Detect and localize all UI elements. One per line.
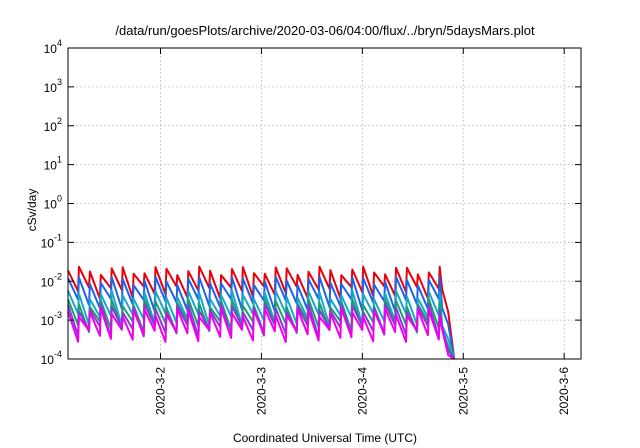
y-tick-label: 103 bbox=[44, 77, 62, 95]
y-axis-label: cSv/day bbox=[25, 189, 39, 232]
y-tick-label: 10-2 bbox=[41, 271, 62, 289]
y-tick-label: 10-3 bbox=[41, 310, 62, 328]
x-tick-label: 2020-3-5 bbox=[456, 367, 470, 415]
y-tick-label: 10-1 bbox=[41, 232, 62, 250]
y-tick-label: 101 bbox=[44, 155, 62, 173]
y-tick-label: 102 bbox=[44, 116, 62, 134]
grid bbox=[68, 48, 581, 359]
x-tick-label: 2020-3-4 bbox=[355, 367, 369, 415]
x-axis-label: Coordinated Universal Time (UTC) bbox=[233, 431, 417, 445]
series-group bbox=[67, 265, 456, 360]
y-tick-label: 104 bbox=[44, 38, 62, 56]
x-tick-label: 2020-3-2 bbox=[154, 367, 168, 415]
y-tick-label: 10-4 bbox=[41, 349, 62, 367]
axis-ticks: 10-4 10-3 10-2 10-1 100 101 102 103 104 2020-3-2 2… bbox=[41, 38, 581, 415]
x-tick-label: 2020-3-3 bbox=[254, 367, 268, 415]
series-line bbox=[67, 307, 455, 360]
y-tick-label: 100 bbox=[44, 194, 62, 212]
x-tick-label: 2020-3-6 bbox=[557, 367, 571, 415]
chart-title: /data/run/goesPlots/archive/2020-03-06/0… bbox=[115, 23, 535, 38]
